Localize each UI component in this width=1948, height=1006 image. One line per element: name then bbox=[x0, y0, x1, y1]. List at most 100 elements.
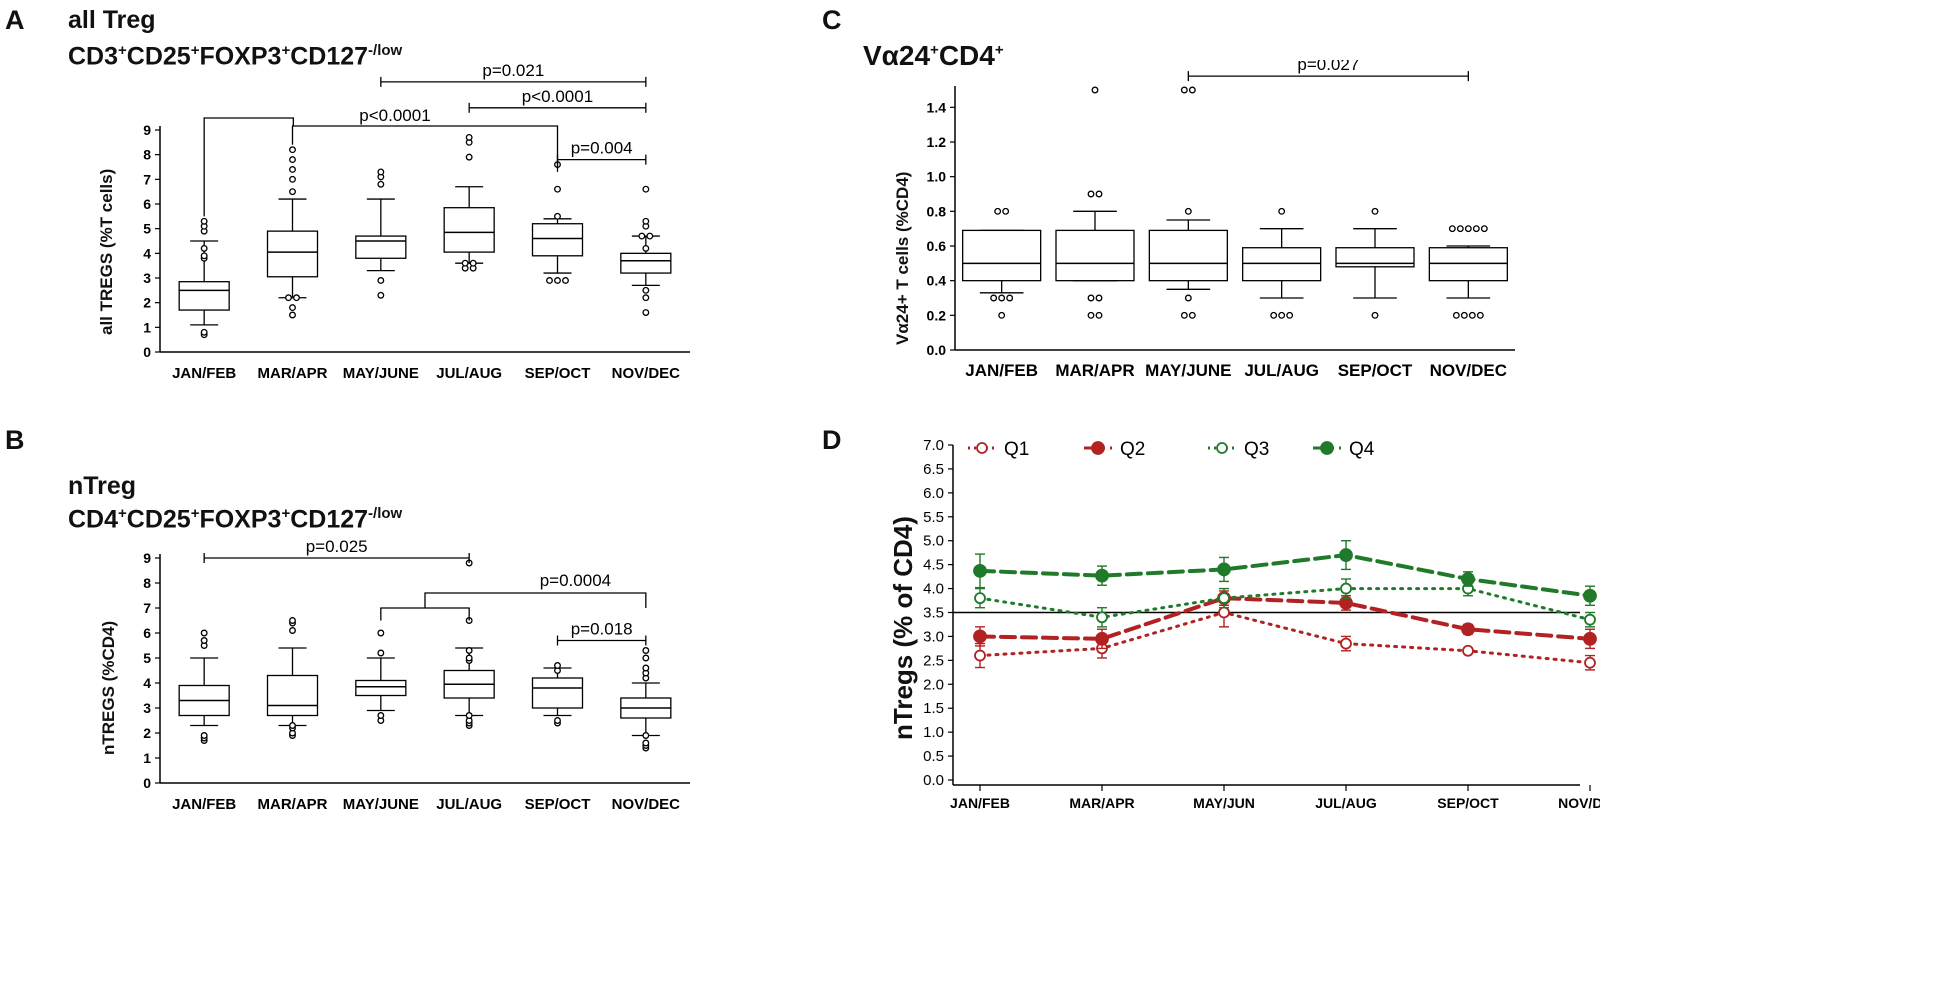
box-jan-feb bbox=[178, 217, 230, 339]
panel-letter-a: A bbox=[5, 5, 25, 35]
data-point bbox=[973, 629, 987, 644]
group-bracket-left bbox=[203, 117, 294, 217]
y-tick-label: 3 bbox=[143, 270, 151, 286]
series-q2 bbox=[973, 590, 1597, 650]
y-tick-label: 1 bbox=[143, 319, 151, 335]
outlier-point bbox=[642, 664, 650, 672]
outlier-point bbox=[289, 166, 296, 173]
y-tick-label: 5.0 bbox=[923, 533, 944, 550]
x-tick-label: NOV/DEC bbox=[1558, 795, 1600, 811]
p-value-label: p=0.021 bbox=[482, 61, 544, 80]
data-point bbox=[1461, 572, 1475, 586]
outlier-point bbox=[1452, 311, 1460, 319]
y-tick-label: 6.5 bbox=[923, 461, 944, 478]
outlier-point bbox=[646, 232, 654, 240]
outlier-point bbox=[200, 328, 208, 336]
data-point bbox=[1462, 644, 1474, 657]
outlier-point bbox=[1184, 294, 1192, 302]
y-tick-label: 1.0 bbox=[927, 169, 947, 185]
outlier-point bbox=[1002, 207, 1010, 215]
outlier-point bbox=[1460, 311, 1468, 319]
data-point bbox=[1583, 631, 1597, 646]
outlier-point bbox=[377, 168, 385, 176]
outlier-point bbox=[1006, 294, 1014, 302]
panel-a-subtitle: CD3+CD25+FOXP3+CD127-/low bbox=[68, 42, 403, 71]
outlier-point bbox=[377, 649, 385, 657]
outlier-point bbox=[642, 309, 650, 316]
p-value-label: p=0.018 bbox=[571, 620, 633, 639]
series-q3 bbox=[974, 578, 1596, 628]
y-tick-label: 1.2 bbox=[927, 134, 947, 150]
outlier-point bbox=[554, 185, 561, 193]
data-point bbox=[1095, 568, 1109, 583]
box-mar-apr bbox=[1055, 86, 1135, 319]
outlier-point bbox=[642, 739, 650, 747]
p-value-label: p=0.004 bbox=[571, 139, 633, 158]
legend-marker bbox=[1216, 442, 1228, 454]
outlier-point bbox=[642, 185, 650, 193]
box-iqr bbox=[443, 207, 495, 253]
series-q1 bbox=[974, 597, 1596, 671]
legend-label: Q1 bbox=[1004, 439, 1029, 460]
chart-panel-a: 0 1 2 3 4 5 6 7 8 9 JAN/FEB MAR/APR MAY/JUNE JUL/AUG S… bbox=[143, 61, 690, 382]
data-point bbox=[1217, 562, 1231, 577]
box-iqr bbox=[531, 677, 584, 709]
outlier-point bbox=[642, 286, 650, 294]
x-tick-label: SEP/OCT bbox=[1338, 361, 1413, 380]
data-point bbox=[1340, 637, 1352, 650]
chart-panel-d: 0.0 0.5 1.0 1.5 2.0 2.5 3.0 3.5 4.0 4.5 5.0 5.5 6.0 6… bbox=[923, 437, 1600, 811]
x-tick-label: JUL/AUG bbox=[436, 365, 502, 382]
x-tick-label: NOV/DEC bbox=[1430, 361, 1507, 380]
box-jul-aug bbox=[1242, 207, 1322, 319]
data-point bbox=[1339, 548, 1353, 562]
y-tick-label: 0 bbox=[143, 344, 151, 360]
outlier-point bbox=[1095, 294, 1103, 302]
outlier-point bbox=[990, 294, 998, 302]
x-tick-label: MAY/JUNE bbox=[343, 796, 419, 813]
outlier-point bbox=[1184, 207, 1192, 215]
data-point bbox=[974, 649, 986, 662]
data-point bbox=[1583, 588, 1597, 603]
outlier-point bbox=[289, 722, 296, 729]
outlier-point bbox=[293, 294, 300, 302]
p-value-label: p=0.0004 bbox=[540, 571, 611, 590]
box-sep-oct bbox=[1335, 207, 1415, 319]
x-tick-label: MAY/JUN bbox=[1193, 795, 1255, 811]
y-tick-label: 4 bbox=[143, 245, 151, 261]
outlier-point bbox=[289, 188, 296, 196]
y-tick-label: 1.5 bbox=[923, 700, 944, 717]
y-tick-label: 8 bbox=[143, 147, 151, 163]
outlier-point bbox=[562, 277, 569, 284]
data-point bbox=[1218, 606, 1230, 619]
outlier-point bbox=[465, 712, 473, 719]
outlier-point bbox=[1180, 86, 1188, 94]
outlier-point bbox=[642, 654, 650, 662]
outlier-point bbox=[289, 175, 296, 183]
chart-panel-b: 0 1 2 3 4 5 6 7 8 9 JAN/FEB MAR/APR MAY/JUNE JUL/AUG S… bbox=[143, 537, 690, 813]
outlier-point bbox=[554, 717, 561, 724]
outlier-point bbox=[289, 311, 296, 319]
legend-label: Q3 bbox=[1244, 439, 1269, 460]
y-tick-label: 0.8 bbox=[927, 203, 947, 219]
box-jul-aug bbox=[443, 133, 495, 272]
outlier-point bbox=[642, 732, 650, 739]
y-tick-label: 0.2 bbox=[927, 307, 947, 323]
y-tick-label: 2.0 bbox=[923, 676, 944, 693]
y-tick-label: 4.5 bbox=[923, 557, 944, 574]
series-q4 bbox=[973, 540, 1597, 607]
outlier-point bbox=[554, 662, 561, 669]
y-tick-label: 9 bbox=[143, 550, 151, 566]
series-line bbox=[978, 610, 1592, 665]
outlier-point bbox=[1468, 311, 1476, 319]
box-iqr bbox=[1428, 247, 1508, 282]
series-line bbox=[978, 587, 1592, 622]
outlier-point bbox=[200, 252, 208, 260]
outlier-point bbox=[1278, 311, 1286, 319]
outlier-point bbox=[469, 259, 477, 267]
p-value-label: p=0.027 bbox=[1297, 60, 1359, 74]
outlier-point bbox=[1480, 225, 1488, 233]
x-tick-label: MAY/JUNE bbox=[343, 365, 419, 382]
series-line bbox=[978, 596, 1592, 641]
legend-marker bbox=[1091, 441, 1105, 455]
data-point bbox=[974, 592, 986, 605]
